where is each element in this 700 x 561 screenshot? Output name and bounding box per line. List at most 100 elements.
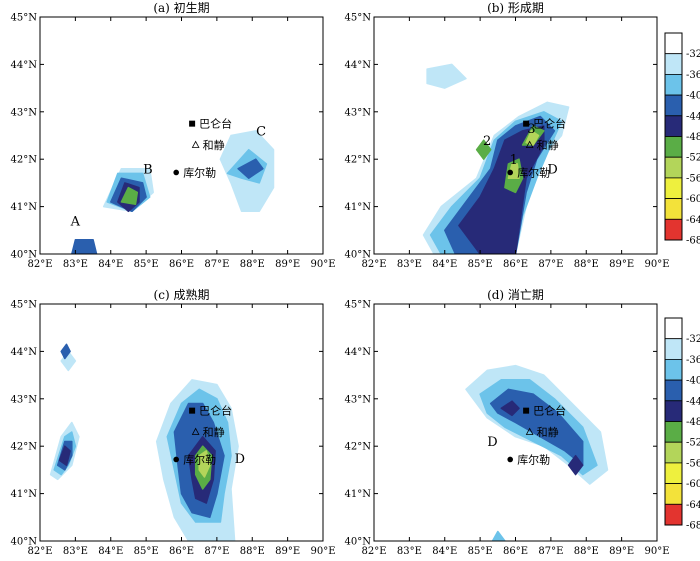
station-label: 和静: [203, 425, 225, 439]
y-tick-label: 43°N: [11, 394, 38, 405]
axes-d: 82°E 83°E 84°E 85°E 86°E 87°E 88°E 89°E 90°E 45°N…: [345, 300, 670, 558]
colorbar-label: -68: [686, 236, 700, 247]
y-tick-label: 42°N: [11, 442, 38, 453]
x-tick-label: 83°E: [397, 259, 422, 270]
y-tick-label: 45°N: [345, 13, 372, 24]
colorbar-swatch: [664, 338, 683, 360]
station-label: 和静: [203, 138, 225, 152]
x-tick-label: 90°E: [310, 546, 335, 557]
x-tick-label: 87°E: [204, 546, 229, 557]
contour-region-m32: [290, 398, 321, 447]
x-tick-label: 84°E: [432, 259, 457, 270]
x-tick-label: 86°E: [503, 259, 528, 270]
station-marker-triangle: [525, 427, 534, 435]
colorbar-swatch: [664, 177, 683, 199]
x-tick-label: 83°E: [63, 259, 88, 270]
region-annotation: D: [487, 435, 497, 450]
colorbar-label: -32: [686, 49, 700, 60]
annotations-c: D: [235, 452, 245, 467]
station-label: 和静: [537, 138, 559, 152]
station-marker-circle: [173, 456, 179, 463]
station-label: 和静: [537, 425, 559, 439]
axes-c: 82°E 83°E 84°E 85°E 86°E 87°E 88°E 89°E 90°E 45°N…: [11, 300, 336, 558]
colorbar-swatch: [664, 503, 683, 526]
station-label: 巴仑台: [533, 404, 566, 418]
colorbar-frame: [664, 32, 683, 241]
contour-region-m48: [500, 400, 520, 417]
colorbar-label: -40: [686, 376, 700, 387]
colorbar-label: -64: [686, 500, 700, 511]
colorbar-swatch: [664, 421, 683, 443]
plot-background: [40, 17, 323, 254]
x-tick-label: 84°E: [98, 546, 123, 557]
station-marker-triangle: [525, 140, 534, 148]
x-tick-label: 84°E: [98, 259, 123, 270]
region-annotation: C: [256, 125, 266, 140]
y-tick-label: 44°N: [345, 60, 372, 71]
y-tick-label: 40°N: [11, 250, 38, 261]
y-tick-label: 44°N: [11, 60, 38, 71]
x-tick-label: 90°E: [644, 546, 669, 557]
station-label: 库尔勒: [183, 453, 216, 466]
station-marker-square: [523, 407, 530, 414]
x-tick-label: 89°E: [609, 546, 634, 557]
station-marker-square: [523, 120, 530, 127]
region-annotation: D: [547, 162, 557, 177]
y-tick-label: 41°N: [11, 489, 38, 500]
x-tick-label: 86°E: [169, 546, 194, 557]
colorbar-label: -64: [686, 215, 700, 226]
x-tick-label: 85°E: [134, 546, 159, 557]
colorbar-swatch: [664, 53, 683, 75]
annotations-a: A B C: [70, 125, 266, 230]
colorbar-label: -48: [686, 132, 700, 143]
x-tick-label: 86°E: [503, 546, 528, 557]
contour-region-m32: [631, 201, 651, 227]
region-annotation: A: [70, 215, 81, 230]
x-tick-label: 85°E: [468, 546, 493, 557]
contour-fill-b: [374, 17, 657, 254]
y-tick-label: 42°N: [345, 155, 372, 166]
contour-fill-d: [374, 304, 657, 541]
x-tick-label: 82°E: [27, 546, 52, 557]
colorbar-label: -32: [686, 334, 700, 345]
station-label: 巴仑台: [199, 117, 232, 131]
y-tick-label: 45°N: [11, 13, 38, 24]
colorbar-swatch: [664, 136, 683, 158]
contour-region-m44: [237, 158, 264, 179]
station-marker-circle: [173, 169, 179, 176]
colorbar-swatch: [664, 317, 683, 340]
y-tick-label: 41°N: [345, 202, 372, 213]
contour-region-m52: [475, 139, 492, 160]
colorbar-swatch: [664, 32, 683, 55]
contour-region-m48: [458, 125, 545, 254]
colorbar-label: -52: [686, 438, 700, 449]
x-tick-label: 87°E: [538, 259, 563, 270]
panel-c: 82°E 83°E 84°E 85°E 86°E 87°E 88°E 89°E 90°E 45°N…: [11, 287, 336, 557]
y-tick-label: 45°N: [345, 300, 372, 311]
colorbar-top: -32 -36 -40 -44 -48 -52 -56 -60 -64 -68: [664, 32, 700, 247]
station-marker-square: [189, 407, 196, 414]
y-tick-label: 41°N: [11, 202, 38, 213]
colorbar-swatch: [664, 74, 683, 96]
colorbar-label: -36: [686, 355, 700, 366]
station-marker-triangle: [191, 427, 200, 435]
x-tick-label: 82°E: [27, 259, 52, 270]
contour-region-m48: [58, 445, 71, 466]
x-tick-label: 88°E: [574, 259, 599, 270]
colorbar-label: -60: [686, 479, 700, 490]
colorbar-swatch: [664, 115, 683, 137]
x-tick-label: 85°E: [134, 259, 159, 270]
station-label: 巴仑台: [199, 404, 232, 418]
y-tick-label: 40°N: [345, 537, 372, 548]
colorbar-swatch: [664, 400, 683, 422]
station-marker-square: [189, 120, 196, 127]
x-tick-label: 84°E: [432, 546, 457, 557]
colorbar-label: -52: [686, 153, 700, 164]
region-annotation: 3: [527, 122, 535, 137]
colorbar-swatch: [664, 379, 683, 402]
colorbar-label: -56: [686, 458, 700, 469]
panel-d: 82°E 83°E 84°E 85°E 86°E 87°E 88°E 89°E 90°E 45°N…: [345, 288, 670, 557]
